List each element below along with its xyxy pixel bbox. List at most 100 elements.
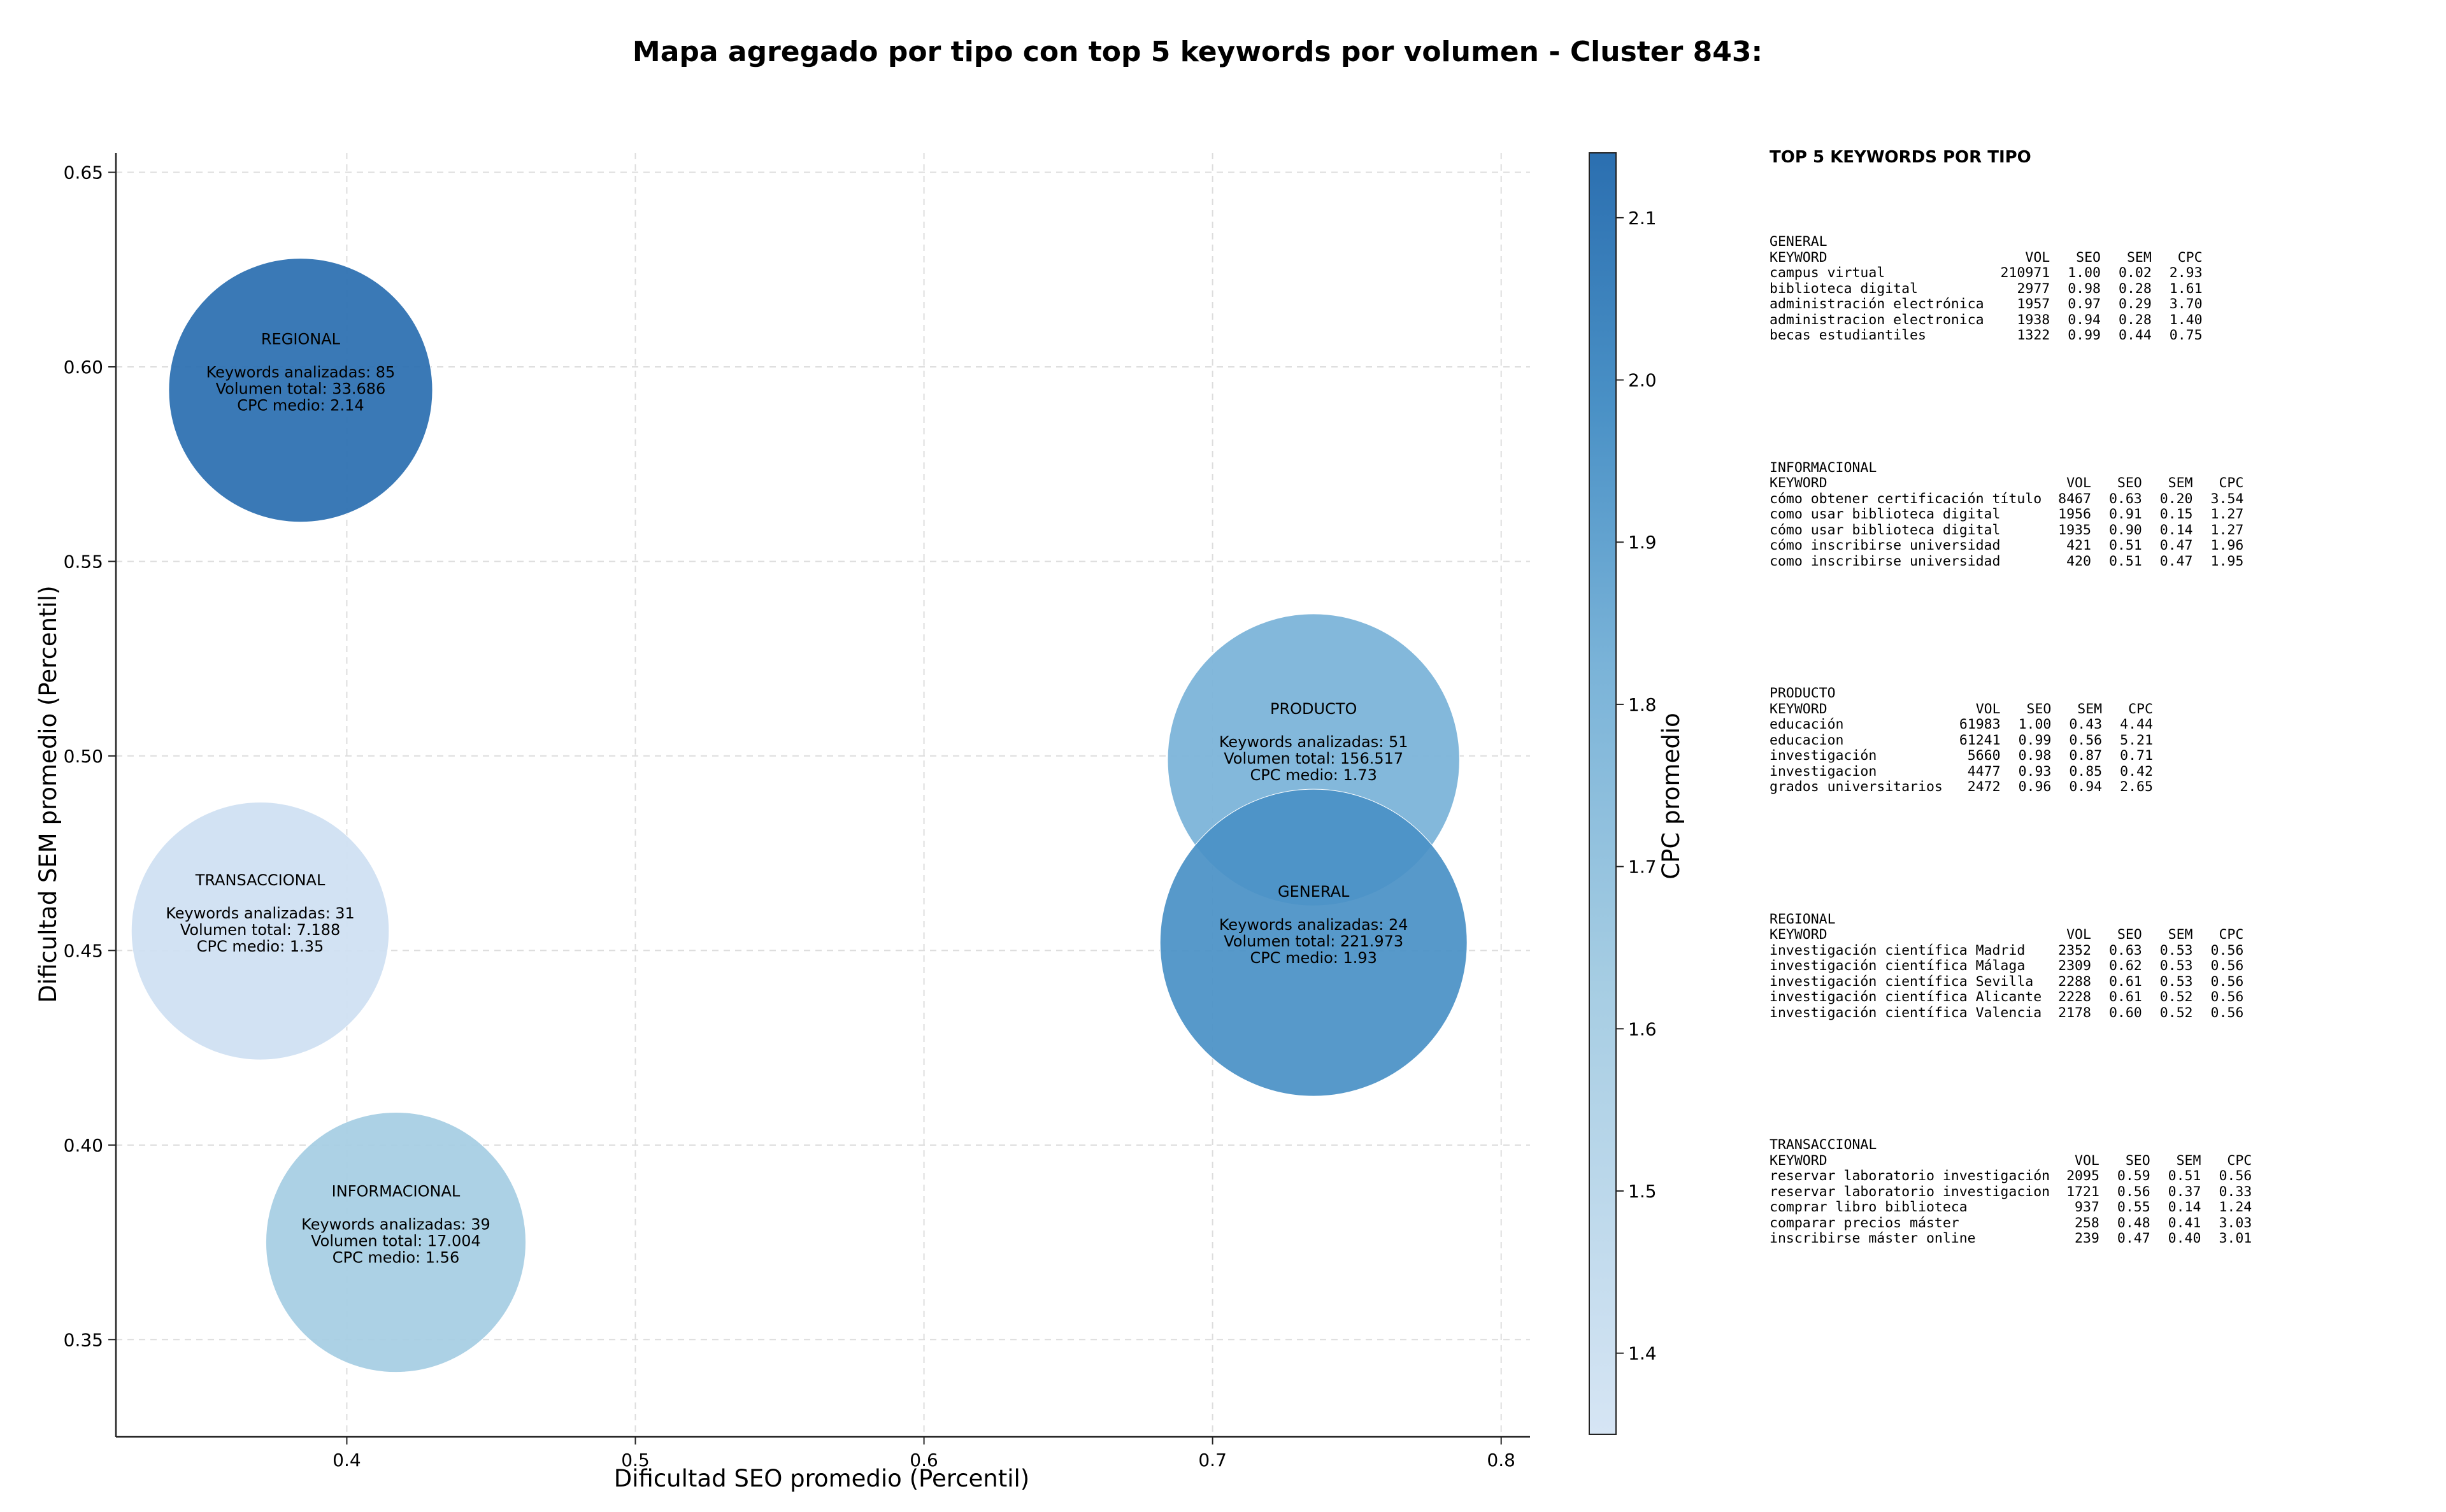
metric-cell: 0.98	[2018, 748, 2052, 764]
bubble-label: REGIONAL	[261, 331, 341, 348]
metric-cell: 0.51	[2168, 1168, 2201, 1184]
group-name: INFORMACIONAL	[1770, 459, 1877, 476]
metric-cell: 0.97	[2068, 296, 2101, 312]
metric-cell: 0.56	[2069, 732, 2103, 748]
column-header: CPC	[2219, 475, 2244, 491]
metric-cell: 0.85	[2069, 763, 2103, 780]
bubble-cpc-line: CPC medio: 2.14	[237, 397, 364, 415]
x-tick-label: 0.4	[333, 1450, 361, 1471]
column-header: VOL	[2025, 249, 2050, 266]
keyword-table-producto: PRODUCTO KEYWORD VOL SEO SEM CPC educación 6198…	[1770, 685, 2153, 795]
table-row: grados universitarios 2472 0.96 0.94 2.65	[1770, 779, 2153, 795]
keyword-cell: comprar libro biblioteca	[1770, 1199, 1968, 1215]
metric-cell: 1956	[2058, 506, 2091, 522]
metric-cell: 0.47	[2159, 538, 2193, 553]
column-header: SEO	[2076, 249, 2101, 266]
metric-cell: 0.60	[2108, 1004, 2142, 1021]
colorbar-tick-label: 2.1	[1628, 208, 1657, 229]
keyword-cell: como usar biblioteca digital	[1770, 506, 2001, 522]
group-name: TRANSACCIONAL	[1770, 1137, 1877, 1153]
metric-cell: 0.53	[2159, 973, 2193, 990]
metric-cell: 0.37	[2168, 1183, 2201, 1200]
table-row: reservar laboratorio investigacion 1721 0.…	[1770, 1183, 2252, 1201]
keyword-cell: investigación científica Madrid	[1770, 942, 2026, 959]
metric-cell: 0.94	[2068, 311, 2101, 328]
metric-cell: 937	[2075, 1199, 2099, 1215]
table-row: investigación 5660 0.98 0.87 0.71	[1770, 748, 2153, 764]
bubble-keywords-line: Keywords analizadas: 39	[301, 1216, 490, 1234]
keyword-cell: becas estudiantiles	[1770, 327, 1926, 343]
bubble-label: INFORMACIONAL	[332, 1183, 461, 1201]
table-row: educacion 61241 0.99 0.56 5.21	[1770, 732, 2153, 749]
metric-cell: 2.65	[2120, 779, 2153, 795]
bubble-transaccional	[131, 802, 390, 1060]
table-row: comprar libro biblioteca 937 0.55 0.14 1.24	[1770, 1199, 2252, 1216]
metric-cell: 0.93	[2018, 763, 2052, 780]
axes: 0.4 0.5 0.6 0.7 0.8 0.35 0.40 0.45 0.50 0.55 0.60 0…	[64, 153, 1530, 1471]
metric-cell: 258	[2075, 1215, 2099, 1231]
metric-cell: 2472	[1967, 779, 2001, 795]
table-row: cómo obtener certificación título 8467 0.6…	[1770, 491, 2243, 508]
metric-cell: 0.42	[2120, 763, 2153, 780]
colorbar-tick-label: 1.7	[1628, 857, 1657, 878]
column-header: SEM	[2077, 701, 2103, 717]
colorbar-tick-label: 1.5	[1628, 1181, 1657, 1202]
metric-cell: 421	[2066, 538, 2091, 553]
metric-cell: 4.44	[2120, 717, 2153, 732]
table-row: comparar precios máster 258 0.48 0.41 3.03	[1770, 1215, 2252, 1232]
keyword-table-regional: REGIONAL KEYWORD VOL SEO SEM CPC investigación…	[1770, 911, 2244, 1022]
metric-cell: 0.47	[2159, 553, 2193, 569]
column-header: KEYWORD	[1770, 249, 1827, 266]
metric-cell: 61241	[1959, 732, 2001, 748]
metric-cell: 0.61	[2108, 989, 2142, 1005]
bubble-label: PRODUCTO	[1270, 700, 1357, 718]
metric-cell: 0.56	[2210, 973, 2244, 990]
keyword-table-informacional: INFORMACIONAL KEYWORD VOL SEO SEM CPC cómo obt…	[1770, 460, 2243, 570]
metric-cell: 0.99	[2018, 732, 2052, 748]
keyword-tables: GENERAL KEYWORD VOL SEO SEM CPC campus virtual…	[1770, 234, 2432, 1247]
metric-cell: 0.41	[2168, 1215, 2201, 1231]
metric-cell: 0.56	[2210, 958, 2244, 974]
keyword-cell: reservar laboratorio investigación	[1770, 1168, 2050, 1184]
bubble-group: TRANSACCIONAL Keywords analizadas: 31Volu…	[131, 802, 390, 1060]
metric-cell: 3.01	[2219, 1230, 2252, 1246]
bubble-volume-line: Volumen total: 33.686	[216, 380, 386, 398]
bubble-keywords-line: Keywords analizadas: 31	[166, 904, 355, 922]
column-header: CPC	[2128, 701, 2153, 717]
metric-cell: 1.95	[2210, 553, 2244, 569]
column-header: SEO	[2125, 1152, 2150, 1169]
keyword-cell: campus virtual	[1770, 265, 1885, 281]
metric-cell: 0.51	[2108, 553, 2142, 569]
metric-cell: 0.75	[2169, 327, 2203, 343]
bubble-volume-line: Volumen total: 156.517	[1224, 750, 1403, 767]
bubble-volume-line: Volumen total: 221.973	[1224, 932, 1403, 950]
metric-cell: 0.56	[2210, 942, 2244, 959]
keyword-cell: comparar precios máster	[1770, 1215, 1959, 1231]
column-header: SEM	[2168, 927, 2193, 943]
metric-cell: 2.93	[2169, 265, 2203, 281]
column-header: CPC	[2219, 927, 2244, 943]
column-header: SEO	[2117, 927, 2142, 943]
keyword-cell: como inscribirse universidad	[1770, 553, 2001, 569]
colorbar-tick-label: 1.4	[1628, 1343, 1657, 1364]
keyword-cell: inscribirse máster online	[1770, 1230, 1976, 1246]
keyword-cell: investigación	[1770, 748, 1877, 764]
colorbar	[1589, 152, 1617, 1435]
table-row: reservar laboratorio investigación 2095 0.…	[1770, 1168, 2252, 1185]
metric-cell: 1.27	[2210, 522, 2244, 538]
keyword-cell: biblioteca digital	[1770, 280, 1918, 297]
keyword-cell: grados universitarios	[1770, 779, 1943, 795]
column-header: SEM	[2168, 475, 2193, 491]
group-name: GENERAL	[1770, 234, 1827, 250]
bubble-cpc-line: CPC medio: 1.35	[197, 938, 324, 955]
metric-cell: 0.87	[2069, 748, 2103, 764]
y-tick-label: 0.40	[64, 1135, 103, 1156]
y-axis-label: Dificultad SEM promedio (Percentil)	[34, 585, 62, 1002]
metric-cell: 0.94	[2069, 779, 2103, 795]
column-header: KEYWORD	[1770, 701, 1827, 717]
table-row: biblioteca digital 2977 0.98 0.28 1.61	[1770, 280, 2203, 297]
metric-cell: 0.47	[2117, 1230, 2150, 1246]
colorbar-label: CPC promedio	[1657, 713, 1685, 879]
x-tick-label: 0.5	[621, 1450, 650, 1471]
